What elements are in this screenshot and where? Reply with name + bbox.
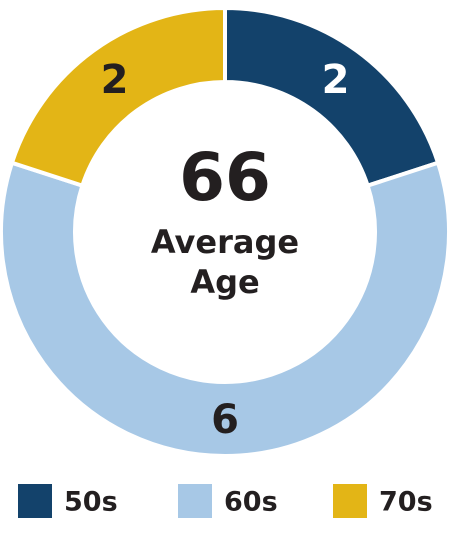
- donut-slice: [0, 160, 450, 458]
- donut-slice: [9, 5, 227, 189]
- center-label: Average Age: [150, 223, 300, 301]
- legend-label: 50s: [64, 487, 118, 518]
- data-label: 2: [322, 57, 350, 103]
- center-value: 66: [179, 139, 271, 216]
- legend-swatch: [18, 484, 52, 518]
- legend-swatch: [333, 484, 367, 518]
- legend-swatch: [178, 484, 212, 518]
- data-label: 6: [211, 397, 239, 443]
- legend-label: 60s: [224, 487, 278, 518]
- data-label: 2: [101, 57, 129, 103]
- legend-label: 70s: [379, 487, 433, 518]
